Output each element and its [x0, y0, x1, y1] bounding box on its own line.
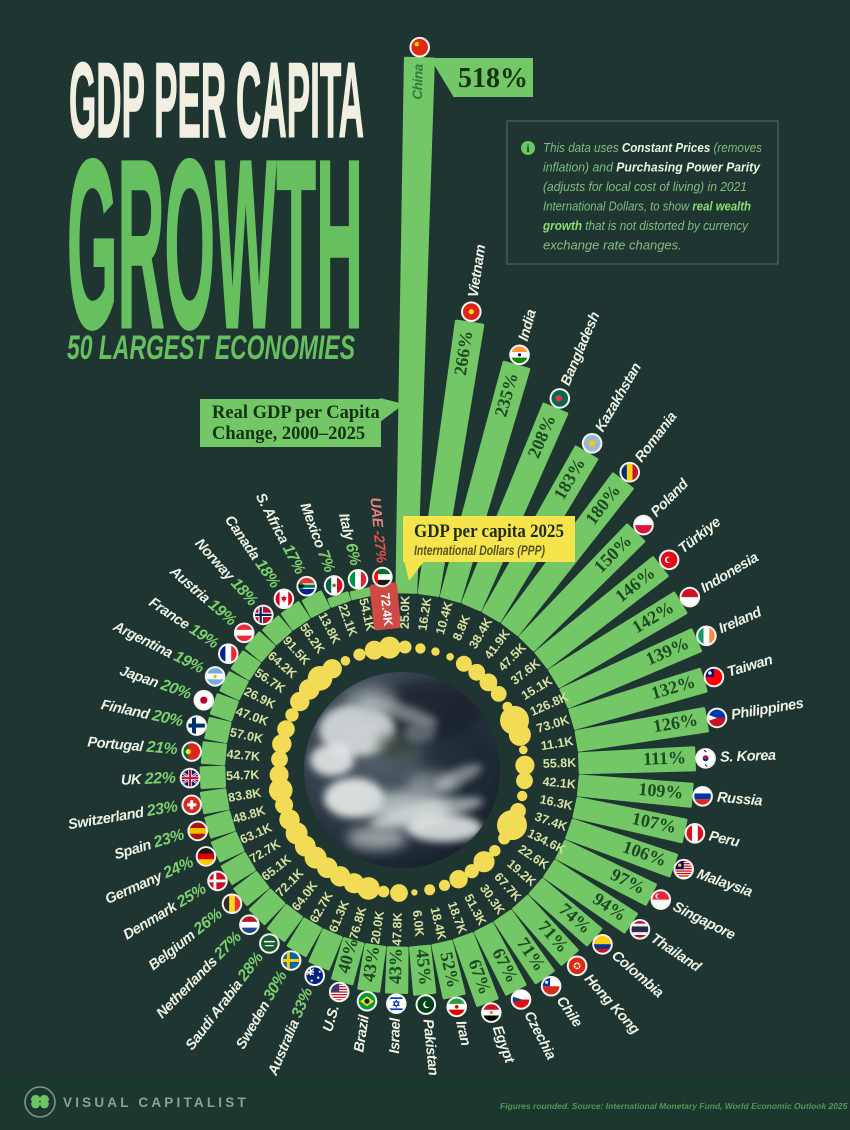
svg-text:20.0K: 20.0K	[368, 910, 387, 945]
svg-text:inflation) and Purchasing Powe: inflation) and Purchasing Power Parity	[543, 160, 761, 175]
svg-text:S. Korea: S. Korea	[720, 747, 777, 765]
svg-text:GROWTH: GROWTH	[67, 110, 363, 378]
svg-text:Figures rounded. Source: Inter: Figures rounded. Source: International M…	[500, 1101, 848, 1111]
svg-text:42.1K: 42.1K	[542, 775, 576, 792]
svg-text:i: i	[526, 143, 529, 155]
svg-text:Iran: Iran	[452, 1019, 473, 1047]
svg-text:GDP per capita 2025: GDP per capita 2025	[414, 521, 564, 542]
svg-text:57.0K: 57.0K	[229, 725, 265, 746]
svg-text:GDP PER CAPITA: GDP PER CAPITA	[69, 40, 364, 160]
svg-text:43%: 43%	[385, 948, 406, 984]
svg-text:Italy 6%: Italy 6%	[335, 512, 364, 568]
svg-text:16.3K: 16.3K	[538, 792, 574, 813]
svg-text:Israel: Israel	[387, 1017, 404, 1054]
svg-text:growth that is not distorted b: growth that is not distorted by currency	[542, 218, 749, 233]
svg-text:Pakistan: Pakistan	[420, 1018, 442, 1076]
svg-text:Peru: Peru	[707, 828, 741, 850]
svg-text:U.S.: U.S.	[320, 1004, 343, 1034]
svg-text:83.8K: 83.8K	[227, 786, 262, 805]
svg-text:VISUAL CAPITALIST: VISUAL CAPITALIST	[63, 1095, 249, 1110]
svg-text:International Dollars, to show: International Dollars, to show real weal…	[543, 199, 751, 214]
svg-text:109%: 109%	[638, 779, 685, 803]
svg-text:UK 22%: UK 22%	[121, 770, 176, 789]
svg-text:25.0K: 25.0K	[398, 595, 413, 629]
svg-text:Vietnam: Vietnam	[465, 243, 489, 298]
svg-text:International Dollars (PPP): International Dollars (PPP)	[414, 543, 545, 558]
svg-text:47.8K: 47.8K	[390, 912, 405, 946]
svg-text:This data uses Constant Prices: This data uses Constant Prices (removes	[543, 140, 762, 155]
svg-text:72.4K: 72.4K	[378, 592, 395, 627]
svg-text:6.0K: 6.0K	[410, 910, 427, 938]
svg-text:42.7K: 42.7K	[226, 747, 260, 764]
svg-text:Russia: Russia	[716, 789, 763, 809]
svg-text:Change, 2000–2025: Change, 2000–2025	[212, 424, 365, 444]
svg-text:11.1K: 11.1K	[540, 734, 575, 753]
svg-text:(adjusts for local cost of liv: (adjusts for local cost of living) in 20…	[543, 179, 747, 194]
svg-text:16.2K: 16.2K	[415, 596, 434, 631]
svg-text:Real GDP per Capita: Real GDP per Capita	[212, 403, 380, 423]
svg-text:54.7K: 54.7K	[226, 768, 260, 783]
svg-text:exchange rate changes.: exchange rate changes.	[543, 238, 682, 253]
svg-text:China: China	[410, 63, 426, 100]
svg-text:Brazil: Brazil	[351, 1013, 373, 1053]
svg-text:55.8K: 55.8K	[543, 756, 577, 771]
svg-text:111%: 111%	[643, 747, 687, 769]
svg-text:45%: 45%	[412, 948, 436, 986]
svg-text:50 LARGEST ECONOMIES: 50 LARGEST ECONOMIES	[67, 329, 355, 367]
svg-text:518%: 518%	[458, 63, 528, 94]
svg-text:UAE -27%: UAE -27%	[367, 497, 390, 564]
svg-text:Portugal 21%: Portugal 21%	[87, 734, 178, 759]
